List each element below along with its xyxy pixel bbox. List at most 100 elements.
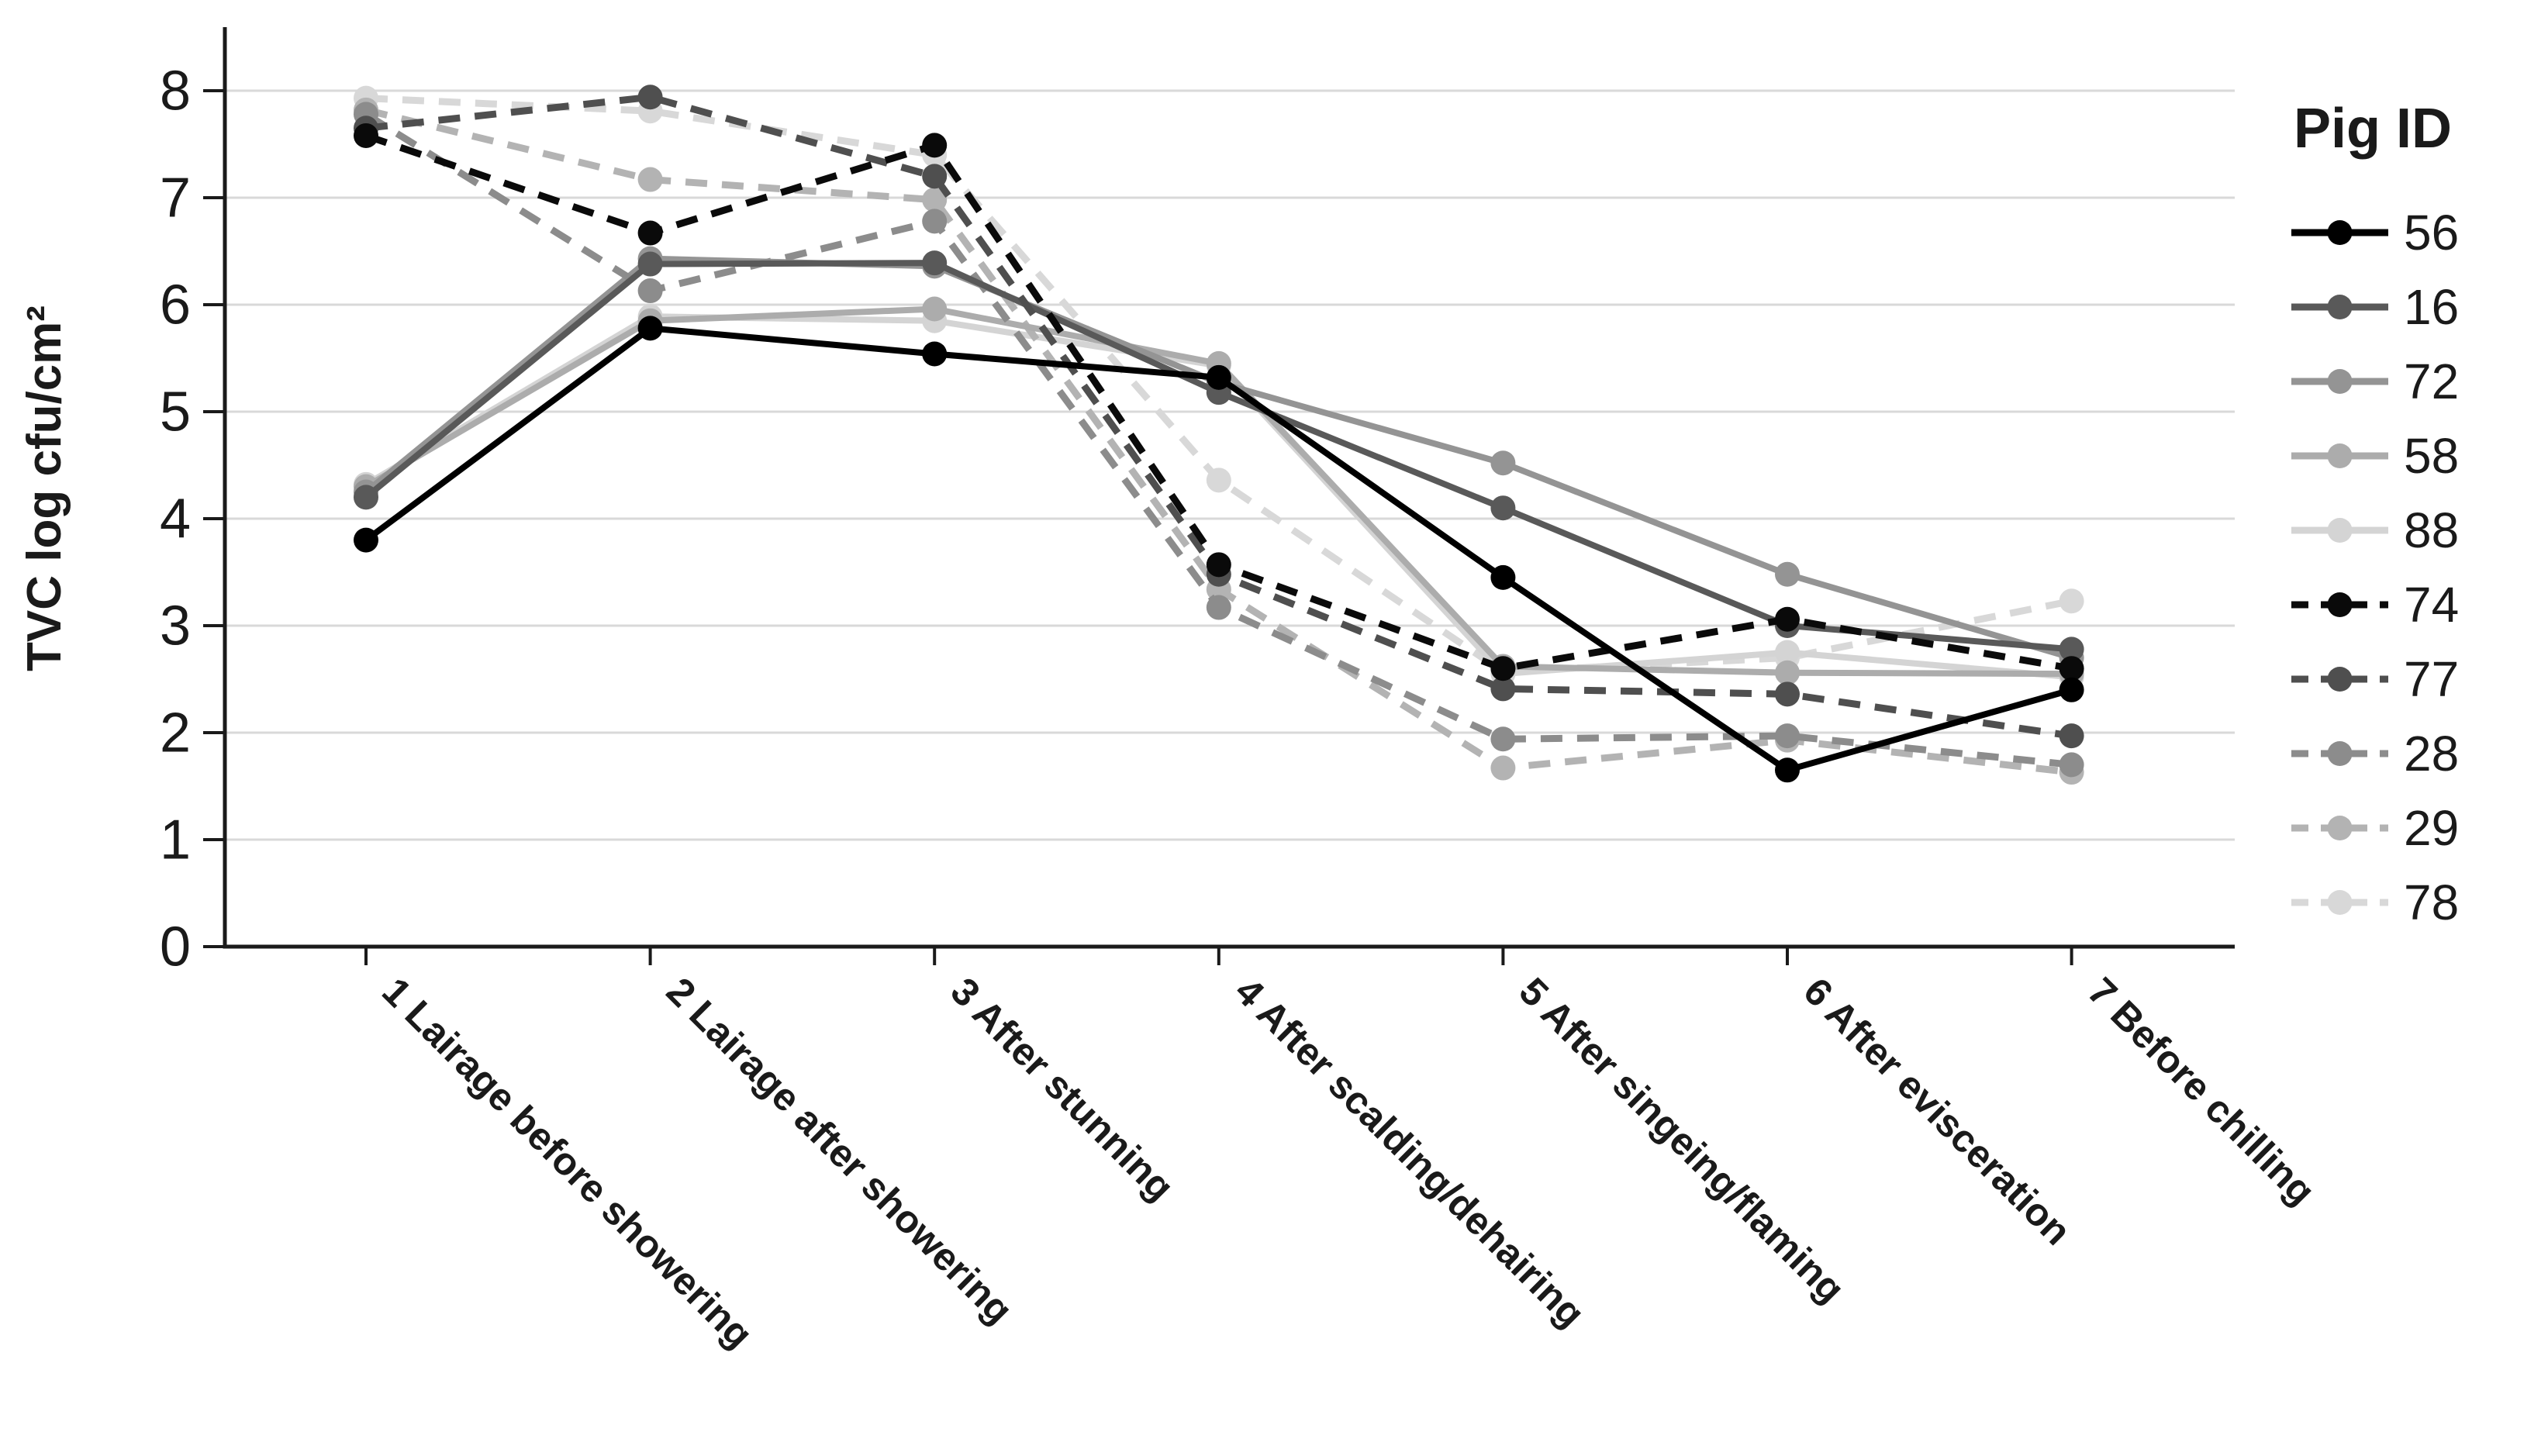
legend-swatch-marker-16	[2327, 295, 2353, 319]
legend-label-28: 28	[2404, 726, 2459, 781]
x-category-label-3: 3 After stunning	[942, 969, 1182, 1209]
data-point-74-3	[922, 133, 948, 158]
data-point-16-7	[2059, 637, 2084, 662]
data-point-58-6	[1775, 660, 1800, 685]
data-point-56-3	[922, 341, 948, 367]
legend: Pig ID 56 16 72 58 88 74 77 28 29 78	[2291, 98, 2459, 930]
data-point-78-4	[1206, 468, 1231, 493]
legend-label-56: 56	[2404, 205, 2459, 260]
y-tick-label-6: 6	[160, 274, 191, 336]
data-point-56-5	[1490, 564, 1516, 590]
legend-item-28: 28	[2291, 726, 2459, 781]
legend-item-29: 29	[2291, 800, 2459, 856]
data-point-78-7	[2059, 588, 2084, 614]
series-77	[354, 85, 2084, 749]
legend-label-78: 78	[2404, 875, 2459, 930]
legend-item-72: 72	[2291, 354, 2459, 409]
legend-item-56: 56	[2291, 205, 2459, 260]
data-point-74-2	[637, 220, 663, 246]
data-point-56-7	[2059, 677, 2084, 702]
data-point-77-2	[637, 85, 663, 110]
legend-items: 56 16 72 58 88 74 77 28 29 78	[2291, 205, 2459, 930]
series-line-28	[364, 111, 2073, 768]
legend-item-74: 74	[2291, 577, 2459, 633]
legend-swatch-marker-74	[2327, 592, 2353, 617]
legend-swatch-marker-29	[2327, 816, 2353, 840]
legend-swatch-marker-72	[2327, 369, 2353, 394]
data-point-28-7	[2059, 752, 2084, 778]
data-point-16-1	[354, 485, 378, 510]
legend-item-88: 88	[2291, 502, 2459, 558]
series-29	[354, 97, 2084, 785]
y-tick-label-1: 1	[160, 809, 191, 871]
y-tick-label-4: 4	[160, 488, 191, 550]
data-point-28-6	[1775, 723, 1800, 749]
data-point-16-3	[922, 250, 948, 276]
legend-swatch-marker-28	[2327, 741, 2353, 766]
series-74	[354, 122, 2084, 681]
data-point-72-5	[1490, 450, 1516, 476]
data-point-77-3	[922, 164, 948, 189]
legend-swatch-marker-77	[2327, 667, 2353, 692]
data-point-56-1	[354, 527, 378, 553]
data-point-28-3	[922, 209, 948, 234]
data-point-29-2	[637, 167, 663, 192]
legend-label-29: 29	[2404, 800, 2459, 856]
legend-label-58: 58	[2404, 428, 2459, 484]
y-tick-labels: 0 1 2 3 4 5 6 7 8	[160, 60, 191, 978]
data-point-77-5	[1490, 676, 1516, 702]
legend-swatch-marker-88	[2327, 518, 2353, 543]
x-category-label-6: 6 After evisceration	[1795, 969, 2079, 1253]
data-point-74-7	[2059, 656, 2084, 681]
data-point-28-2	[637, 278, 663, 304]
legend-label-72: 72	[2404, 354, 2459, 409]
legend-item-16: 16	[2291, 279, 2459, 335]
legend-label-77: 77	[2404, 651, 2459, 707]
data-point-29-3	[922, 187, 948, 212]
axes	[203, 27, 2235, 965]
legend-swatch-marker-78	[2327, 890, 2353, 915]
y-tick-label-7: 7	[160, 167, 191, 229]
legend-label-74: 74	[2404, 577, 2459, 633]
data-point-77-7	[2059, 723, 2084, 749]
data-point-74-5	[1490, 656, 1516, 681]
data-point-74-4	[1206, 552, 1231, 578]
legend-item-58: 58	[2291, 428, 2459, 484]
y-tick-label-5: 5	[160, 381, 191, 443]
y-tick-label-2: 2	[160, 702, 191, 764]
data-point-56-2	[637, 316, 663, 341]
data-point-74-6	[1775, 606, 1800, 632]
x-category-label-5: 5 After singeing/flaming	[1511, 969, 1853, 1311]
legend-swatch-marker-56	[2327, 220, 2353, 245]
data-point-72-6	[1775, 561, 1800, 587]
legend-title: Pig ID	[2294, 98, 2452, 160]
legend-item-77: 77	[2291, 651, 2459, 707]
gridlines	[225, 89, 2235, 841]
series-line-77	[365, 93, 2073, 740]
data-point-28-4	[1206, 595, 1231, 620]
legend-label-88: 88	[2404, 502, 2459, 558]
data-point-28-5	[1490, 726, 1516, 752]
y-axis-title: TVC log cfu/cm²	[18, 305, 71, 671]
series-56	[354, 316, 2084, 783]
y-tick-label-3: 3	[160, 595, 191, 657]
data-point-16-2	[637, 251, 663, 277]
y-tick-label-8: 8	[160, 60, 191, 122]
legend-swatch-marker-58	[2327, 443, 2353, 468]
data-point-56-6	[1775, 757, 1800, 783]
y-tick-label-0: 0	[160, 916, 191, 978]
data-point-16-5	[1490, 495, 1516, 521]
legend-label-16: 16	[2404, 279, 2459, 335]
data-series	[354, 85, 2084, 785]
data-point-29-5	[1490, 755, 1516, 781]
legend-item-78: 78	[2291, 875, 2459, 930]
data-point-77-6	[1775, 681, 1800, 707]
x-category-label-7: 7 Before chilling	[2080, 969, 2324, 1213]
data-point-88-6	[1775, 640, 1800, 665]
data-point-58-3	[922, 296, 948, 322]
data-point-56-4	[1206, 364, 1231, 390]
data-point-74-1	[354, 122, 378, 148]
